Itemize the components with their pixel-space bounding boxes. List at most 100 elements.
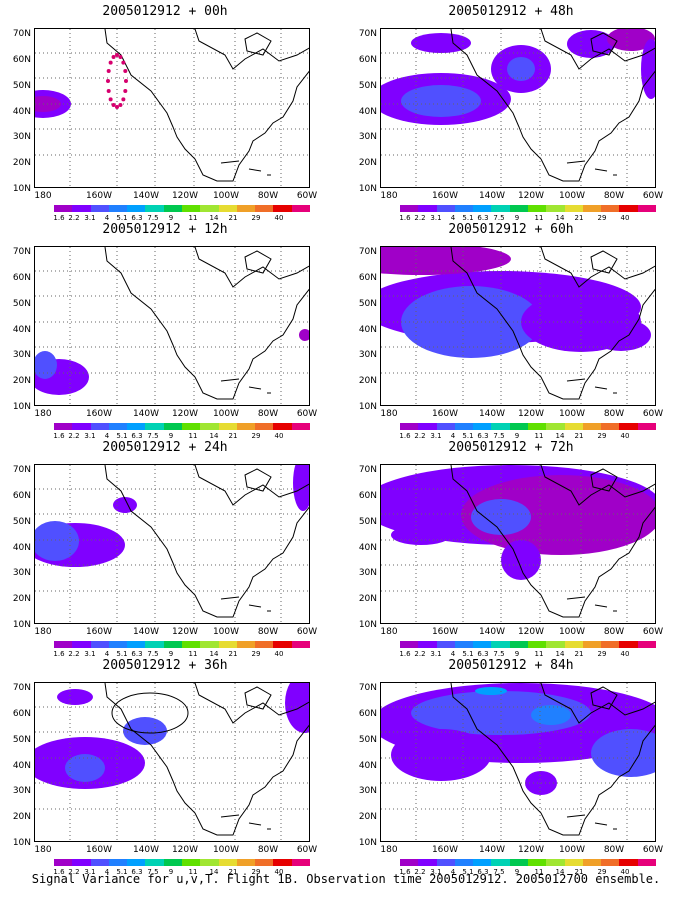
variance-field [381, 465, 655, 623]
latitude-label: 10N [358, 184, 377, 194]
coastline [244, 686, 272, 710]
colorbar-swatch [181, 423, 201, 430]
coastline [450, 683, 655, 836]
colorbar-label: 2.2 [414, 214, 426, 222]
longitude-label: 60W [642, 627, 664, 637]
longitude-label: 140W [132, 409, 160, 419]
colorbar-swatch [145, 859, 164, 866]
longitude-label: 80W [603, 191, 625, 201]
colorbar-swatch [418, 205, 437, 212]
colorbar-label: 14 [555, 650, 565, 658]
longitude-label: 160W [431, 627, 459, 637]
longitude-label: 100W [212, 845, 240, 855]
colorbar-label: 1.6 [399, 868, 411, 876]
longitude-label: 80W [603, 627, 625, 637]
coastline [194, 683, 309, 724]
map-panel: 2005012912 + 36h 70N 60N 50N 40N 30N 20N 10N 180… [0, 658, 330, 876]
longitude-label: 160W [431, 191, 459, 201]
longitude-label: 60W [642, 845, 664, 855]
colorbar-swatch [400, 859, 419, 866]
map-area [380, 28, 656, 188]
coastline [540, 29, 655, 70]
colorbar-swatch [473, 205, 492, 212]
flight-track-point [124, 79, 128, 83]
latitude-label: 20N [358, 376, 377, 386]
longitude-label: 140W [132, 627, 160, 637]
colorbar-label: 21 [228, 868, 238, 876]
variance-contour [299, 329, 309, 341]
colorbar [54, 205, 310, 212]
longitude-label: 180 [380, 845, 398, 855]
flight-track-point [115, 53, 119, 57]
colorbar-label: 11 [188, 650, 198, 658]
colorbar-label: 7.5 [147, 214, 159, 222]
longitude-label: 160W [85, 409, 113, 419]
colorbar-swatch [145, 641, 164, 648]
colorbar-label: 29 [251, 868, 261, 876]
colorbar-swatch [564, 859, 583, 866]
colorbar-label: 14 [555, 214, 565, 222]
longitude-label: 180 [34, 191, 52, 201]
colorbar-label: 6.3 [477, 868, 489, 876]
colorbar-label: 1.6 [53, 214, 65, 222]
colorbar-swatch [473, 641, 492, 648]
colorbar-swatch [619, 423, 638, 430]
colorbar-label: 40 [274, 868, 284, 876]
panel-title: 2005012912 + 60h [448, 222, 574, 237]
variance-contour [35, 521, 79, 561]
colorbar-swatch [491, 641, 510, 648]
colorbar-swatch [108, 423, 128, 430]
colorbar-label: 21 [228, 432, 238, 440]
colorbar-swatch [181, 641, 201, 648]
colorbar-label: 9 [514, 214, 520, 222]
colorbar-swatch [637, 641, 656, 648]
colorbar-label: 3.1 [84, 432, 96, 440]
map-panel: 2005012912 + 60h 70N 60N 50N 40N 30N 20N 10N 180… [346, 222, 676, 440]
panel-title: 2005012912 + 36h [102, 658, 228, 673]
latitude-label: 20N [12, 376, 31, 386]
colorbar-label: 21 [574, 868, 584, 876]
colorbar-swatch [90, 859, 109, 866]
coastline [244, 468, 272, 492]
colorbar-swatch [255, 423, 274, 430]
variance-contour [57, 689, 93, 705]
variance-contour [475, 687, 507, 695]
variance-field [35, 683, 309, 841]
coastline [566, 596, 617, 612]
colorbar-swatch [619, 205, 638, 212]
colorbar-label: 29 [251, 650, 261, 658]
colorbar-label: 3.1 [430, 868, 442, 876]
colorbar-label: 14 [555, 868, 565, 876]
colorbar-label: 4 [450, 214, 456, 222]
colorbar-label: 1.6 [399, 650, 411, 658]
flight-track-loop [111, 692, 189, 734]
colorbar-label: 2.2 [414, 432, 426, 440]
longitude-label: 180 [380, 627, 398, 637]
colorbar-label: 1.6 [53, 650, 65, 658]
colorbar-swatch [546, 859, 565, 866]
colorbar-swatch [418, 859, 437, 866]
colorbar-swatch [454, 641, 474, 648]
coastline [194, 465, 309, 506]
latitude-label: 60N [358, 55, 377, 65]
variance-contour [507, 57, 535, 81]
colorbar-label: 11 [534, 432, 544, 440]
variance-field [381, 29, 655, 187]
latitude-label: 30N [358, 786, 377, 796]
longitude-label: 100W [558, 845, 586, 855]
figure-caption: Signal Variance for u,v,T. Flight 1B. Ob… [31, 872, 661, 886]
longitude-label: 140W [478, 409, 506, 419]
colorbar-swatch [564, 205, 583, 212]
colorbar-label: 14 [209, 432, 219, 440]
longitude-label: 180 [34, 627, 52, 637]
colorbar-label: 3.1 [430, 214, 442, 222]
variance-contour [461, 475, 655, 555]
latitude-label: 20N [12, 158, 31, 168]
colorbar-swatch [400, 641, 419, 648]
latitude-label: 40N [358, 543, 377, 553]
colorbar [54, 859, 310, 866]
latitude-label: 70N [12, 29, 31, 39]
colorbar-label: 5.1 [116, 432, 128, 440]
colorbar-label: 5.1 [116, 650, 128, 658]
colorbar-label: 14 [209, 214, 219, 222]
